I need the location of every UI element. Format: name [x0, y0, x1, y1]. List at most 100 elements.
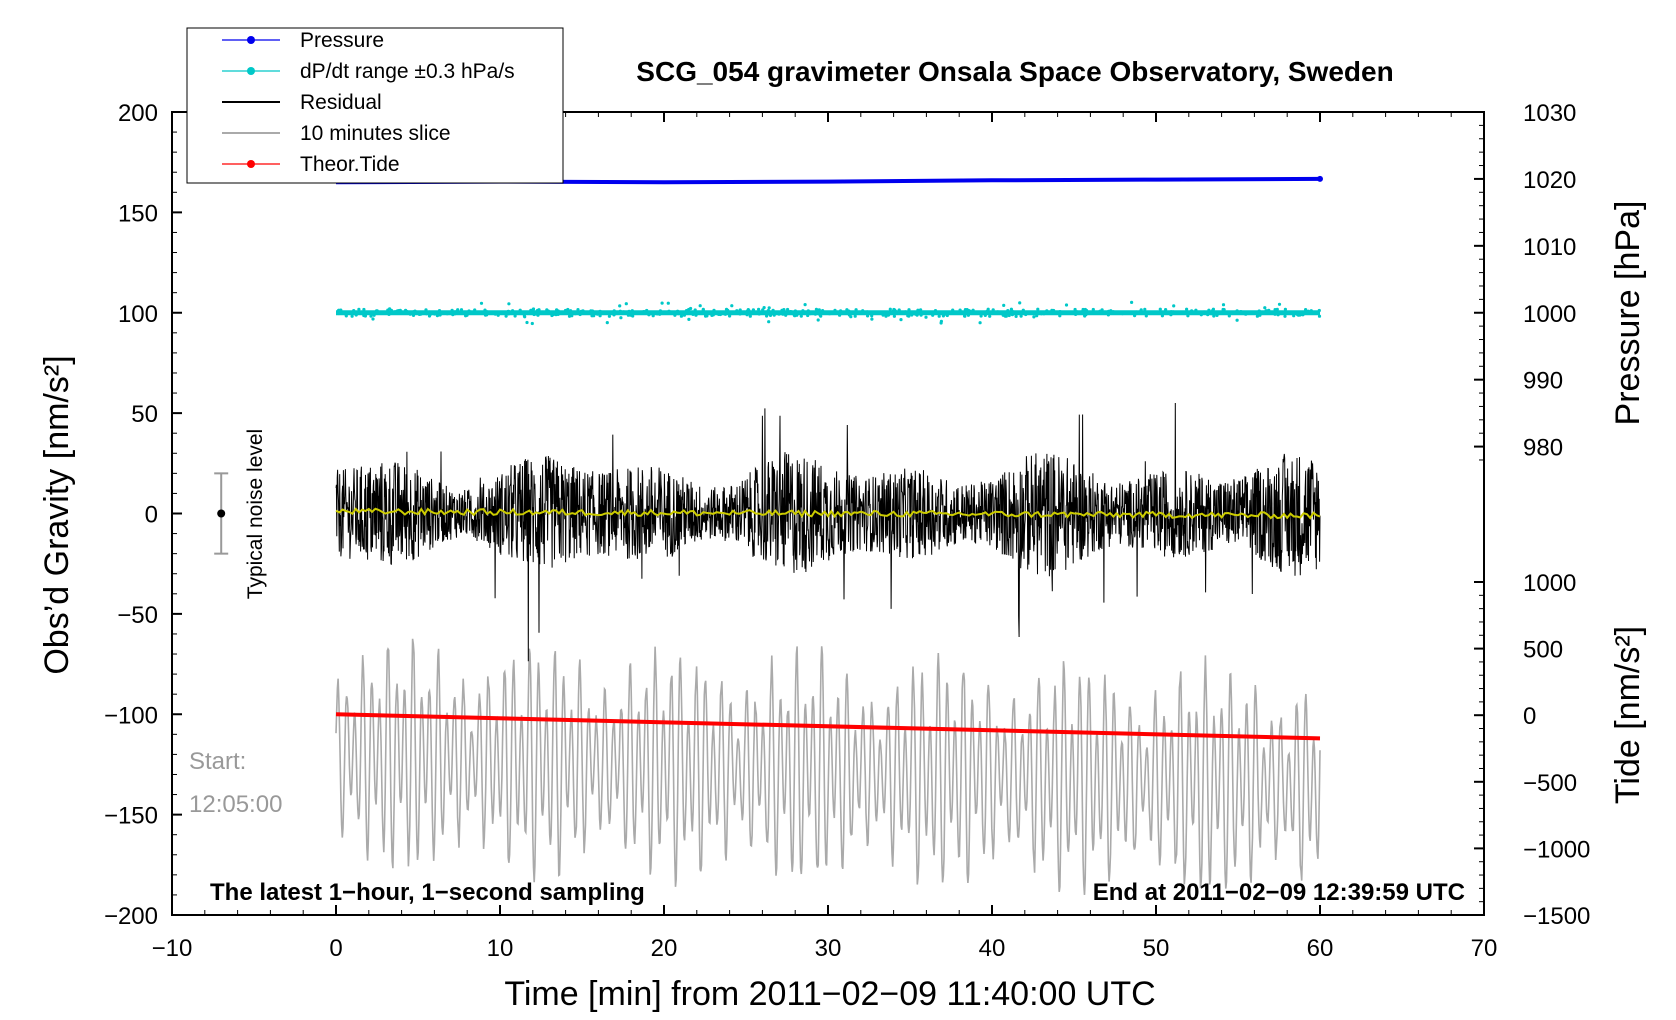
- dpdt-point: [1266, 309, 1270, 313]
- dpdt-point: [455, 309, 459, 313]
- dpdt-point: [1283, 314, 1287, 318]
- dpdt-point: [1021, 308, 1025, 312]
- dpdt-point: [887, 313, 891, 317]
- dpdt-point: [996, 310, 1000, 314]
- dpdt-point: [705, 310, 709, 315]
- dpdt-point: [786, 307, 790, 312]
- dpdt-point: [1274, 310, 1278, 314]
- dpdt-point: [1296, 313, 1300, 317]
- slice-series: [335, 638, 1321, 895]
- dpdt-point: [673, 313, 677, 317]
- dpdt-point: [1221, 307, 1225, 312]
- dpdt-point: [545, 309, 549, 313]
- dpdt-point: [1115, 310, 1120, 314]
- dpdt-point: [1134, 310, 1138, 314]
- tide-line: [335, 712, 1321, 741]
- dpdt-point: [629, 313, 633, 317]
- dpdt-point: [762, 306, 766, 310]
- dpdt-point: [1317, 308, 1321, 313]
- dpdt-point: [891, 309, 896, 313]
- dpdt-point: [847, 313, 852, 317]
- tide-tick-label: 1000: [1523, 570, 1576, 597]
- start-time: 12:05:00: [189, 791, 282, 818]
- dpdt-point: [406, 310, 410, 314]
- dpdt-point: [1081, 307, 1085, 312]
- dpdt-point: [821, 309, 825, 313]
- dpdt-point: [1300, 310, 1304, 314]
- x-tick-label: −10: [152, 935, 193, 962]
- dpdt-point: [433, 312, 437, 316]
- dpdt-point: [767, 306, 771, 310]
- dpdt-point: [1199, 313, 1203, 317]
- dpdt-point: [1120, 312, 1125, 316]
- dpdt-point: [1130, 300, 1134, 304]
- dpdt-point: [961, 311, 965, 315]
- dpdt-point: [352, 309, 356, 313]
- dpdt-point: [642, 310, 646, 314]
- tide-series: [335, 712, 1321, 741]
- dpdt-point: [658, 312, 662, 316]
- dpdt-point: [660, 301, 664, 305]
- smoothed-residual-line: [335, 507, 1321, 520]
- dpdt-point: [939, 321, 943, 325]
- dpdt-point: [1002, 303, 1006, 307]
- dpdt-point: [1073, 307, 1077, 312]
- noise-level-label: Typical noise level: [244, 429, 267, 599]
- dpdt-point: [1309, 309, 1313, 313]
- dpdt-point: [645, 308, 649, 313]
- x-tick-label: 30: [815, 935, 842, 962]
- slice-line: [335, 638, 1321, 895]
- dpdt-point: [1186, 314, 1190, 318]
- x-tick-label: 40: [979, 935, 1006, 962]
- pressure-tick-label: 980: [1523, 435, 1563, 462]
- dpdt-point: [967, 310, 971, 314]
- dpdt-point: [1036, 311, 1040, 315]
- dpdt-point: [870, 314, 874, 318]
- dpdt-point: [1306, 309, 1310, 313]
- dpdt-point: [354, 313, 358, 317]
- start-label: Start:: [189, 748, 246, 775]
- tide-tick-label: −1500: [1523, 903, 1590, 930]
- dpdt-point: [795, 313, 799, 317]
- x-tick-label: 70: [1471, 935, 1498, 962]
- dpdt-point: [507, 309, 511, 314]
- tide-axis-ticks: 1000 500 0 −500 −1000 −1500: [1474, 570, 1590, 930]
- dpdt-point: [767, 312, 772, 316]
- dpdt-point: [941, 314, 946, 318]
- latest-sampling-label: The latest 1−hour, 1−second sampling: [210, 879, 645, 906]
- dpdt-point: [676, 312, 681, 316]
- y-tick-label: −200: [104, 903, 158, 930]
- dpdt-point: [1209, 310, 1213, 314]
- dpdt-point: [1211, 307, 1215, 311]
- dpdt-point: [730, 304, 734, 308]
- dpdt-point: [357, 310, 361, 314]
- dpdt-point: [1010, 309, 1014, 313]
- dpdt-point: [1277, 302, 1282, 306]
- dpdt-point: [475, 310, 479, 314]
- legend: Pressure dP/dt range ±0.3 hPa/s Residual 10…: [186, 27, 564, 184]
- dpdt-point: [746, 311, 750, 316]
- dpdt-point: [748, 314, 752, 318]
- dpdt-point: [771, 308, 775, 312]
- y-tick-label: 150: [118, 200, 158, 227]
- dpdt-point: [971, 308, 975, 312]
- dpdt-point: [931, 313, 935, 317]
- dpdt-point: [712, 308, 716, 312]
- dpdt-point: [1107, 309, 1111, 313]
- dpdt-point: [814, 307, 819, 311]
- dpdt-point: [888, 310, 892, 314]
- y-tick-label: 0: [145, 502, 158, 529]
- dpdt-point: [658, 309, 663, 313]
- dpdt-point: [1289, 311, 1293, 315]
- dpdt-point: [1317, 314, 1322, 318]
- dpdt-point: [1235, 309, 1239, 313]
- dpdt-point: [510, 309, 515, 313]
- dpdt-point: [966, 313, 971, 317]
- dpdt-point: [948, 311, 953, 315]
- dpdt-point: [1133, 314, 1137, 318]
- dpdt-point: [1139, 308, 1143, 312]
- dpdt-point: [651, 314, 655, 318]
- dpdt-point: [865, 310, 869, 314]
- dpdt-point: [937, 314, 941, 318]
- dpdt-point: [450, 308, 454, 312]
